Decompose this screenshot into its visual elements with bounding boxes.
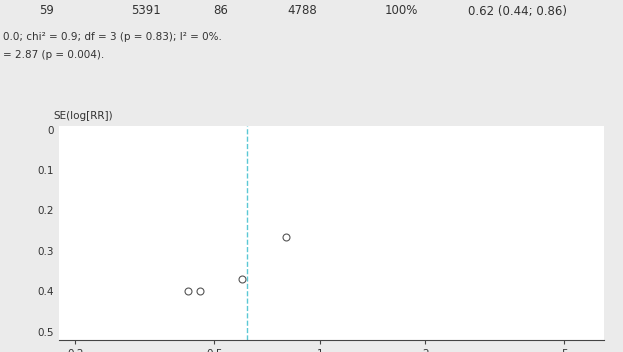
Text: 86: 86	[214, 5, 229, 18]
Text: 59: 59	[39, 5, 54, 18]
Text: 5391: 5391	[131, 5, 161, 18]
Text: = 2.87 (p = 0.004).: = 2.87 (p = 0.004).	[3, 50, 105, 61]
Text: 4788: 4788	[287, 5, 317, 18]
Text: 0.62 (0.44; 0.86): 0.62 (0.44; 0.86)	[468, 5, 566, 18]
Text: 0.0; chi² = 0.9; df = 3 (p = 0.83); I² = 0%.: 0.0; chi² = 0.9; df = 3 (p = 0.83); I² =…	[3, 31, 222, 42]
Text: SE(log[RR]): SE(log[RR])	[54, 111, 113, 121]
Text: 100%: 100%	[385, 5, 419, 18]
